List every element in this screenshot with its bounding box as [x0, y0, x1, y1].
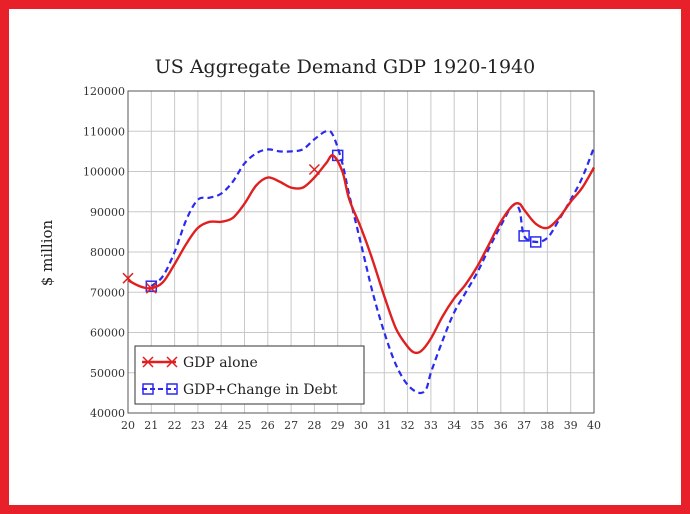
x-tick-label: 28: [307, 419, 321, 432]
y-tick-label: 70000: [90, 286, 125, 299]
series-group: [122, 129, 596, 395]
x-tick-label: 20: [121, 419, 135, 432]
y-tick-labels: 40000 50000 60000 70000 80000 90000 100000 1100…: [83, 85, 125, 420]
x-tick-label: 23: [191, 419, 205, 432]
x-tick-label: 24: [214, 419, 228, 432]
x-tick-label: 39: [564, 419, 578, 432]
x-tick-label: 29: [331, 419, 345, 432]
y-tick-label: 120000: [83, 85, 125, 98]
x-tick-label: 22: [168, 419, 182, 432]
x-tick-label: 37: [517, 419, 531, 432]
x-tick-label: 35: [471, 419, 485, 432]
x-tick-label: 25: [238, 419, 252, 432]
series-gdp-alone-line: [127, 154, 596, 355]
x-tick-label: 27: [284, 419, 298, 432]
x-tick-label: 31: [377, 419, 391, 432]
legend-gdp-plus-debt-marker: [166, 383, 178, 395]
legend-gdp-plus-debt-marker: [142, 383, 154, 395]
x-tick-label: 40: [587, 419, 601, 432]
y-tick-label: 90000: [90, 206, 125, 219]
series-gdp-alone: [122, 154, 596, 355]
series-gdp-plus-debt-marker: [530, 236, 542, 248]
y-tick-label: 60000: [90, 327, 125, 340]
plot-area-border: [127, 90, 595, 414]
x-tick-label: 30: [354, 419, 368, 432]
series-gdp-alone-marker: [145, 282, 157, 294]
series-gdp-plus-debt-line: [150, 129, 596, 395]
x-tick-label: 38: [540, 419, 554, 432]
legend-gdp-plus-debt-label: GDP+Change in Debt: [183, 382, 338, 398]
y-tick-label: 100000: [83, 166, 125, 179]
chart-title: US Aggregate Demand GDP 1920-1940: [155, 56, 535, 78]
x-tick-label: 34: [447, 419, 461, 432]
y-tick-label: 110000: [83, 125, 125, 138]
y-tick-label: 50000: [90, 367, 125, 380]
legend-gdp-alone-label: GDP alone: [183, 355, 258, 371]
legend-gdp-alone-marker: [142, 356, 154, 368]
y-axis-label: $ million: [38, 219, 56, 286]
x-tick-label: 26: [261, 419, 275, 432]
y-tick-label: 40000: [90, 407, 125, 420]
series-gdp-alone-marker: [308, 163, 320, 176]
x-tick-label: 36: [494, 419, 508, 432]
legend: GDP alone GDP+Change in Debt: [134, 345, 365, 405]
series-gdp-alone-marker: [122, 272, 134, 284]
x-tick-labels: 20 21 22 23 24 25 26 27 28 29 30 31 32 33 34 35 36 37 38 39…: [121, 419, 601, 432]
legend-gdp-alone-marker: [166, 356, 178, 368]
y-tick-label: 80000: [90, 246, 125, 259]
x-tick-label: 33: [424, 419, 438, 432]
series-gdp-plus-debt-marker: [518, 230, 530, 242]
x-tick-label: 21: [144, 419, 158, 432]
x-tick-label: 32: [401, 419, 415, 432]
